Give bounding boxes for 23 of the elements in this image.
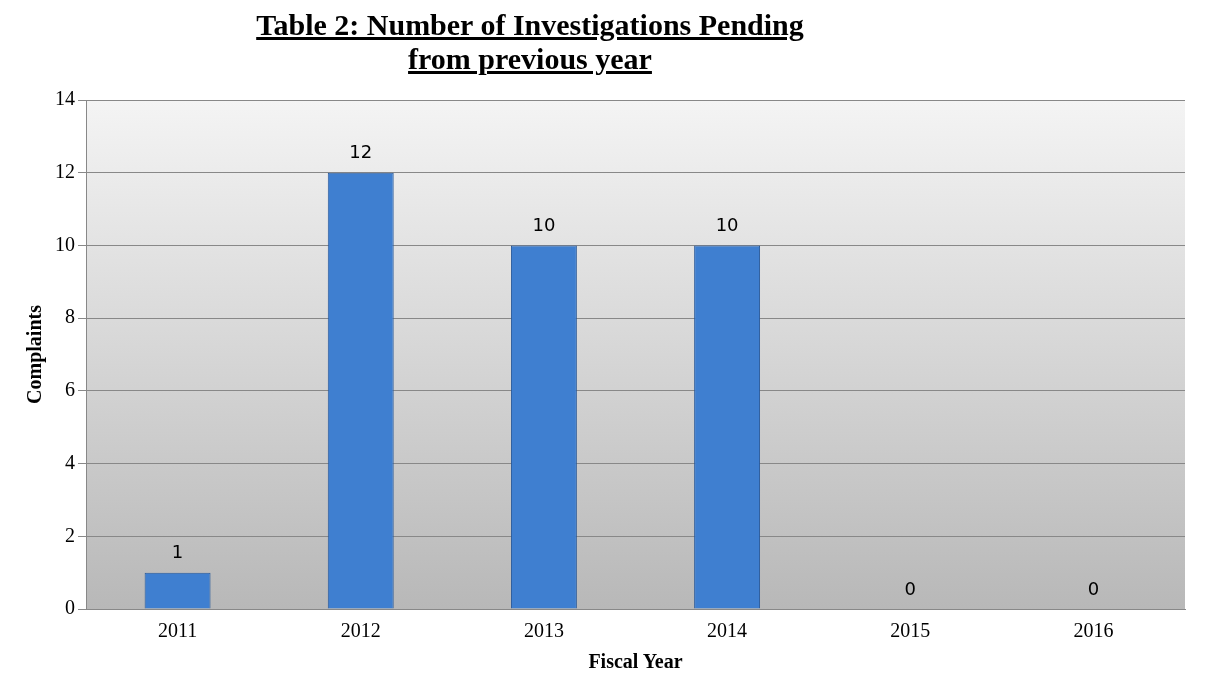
data-label: 10 [715, 214, 739, 236]
y-axis-title: Complaints [23, 304, 47, 404]
y-tick-label: 14 [55, 87, 75, 110]
x-tick-label: 2016 [1073, 619, 1114, 642]
chart-title: Table 2: Number of Investigations Pending from previous year [255, 8, 805, 76]
data-label: 12 [349, 141, 373, 163]
data-label: 10 [532, 214, 556, 236]
y-tick-label: 6 [65, 378, 75, 401]
x-axis-title: Fiscal Year [588, 650, 683, 673]
y-tick-label: 12 [55, 159, 75, 182]
x-tick-label: 2011 [157, 619, 198, 642]
data-label: 0 [1087, 577, 1100, 599]
x-tick-label: 2014 [707, 619, 748, 642]
x-tick-label: 2015 [890, 619, 931, 642]
y-tick-label: 4 [65, 450, 75, 473]
data-label: 1 [171, 541, 184, 563]
x-tick-label: 2012 [340, 619, 381, 642]
x-tick-label: 2013 [523, 619, 564, 642]
y-tick-label: 8 [65, 305, 75, 328]
y-tick-label: 10 [55, 232, 75, 255]
y-tick-label: 2 [65, 523, 75, 546]
y-tick-label: 0 [65, 596, 75, 619]
data-label: 0 [904, 577, 916, 599]
